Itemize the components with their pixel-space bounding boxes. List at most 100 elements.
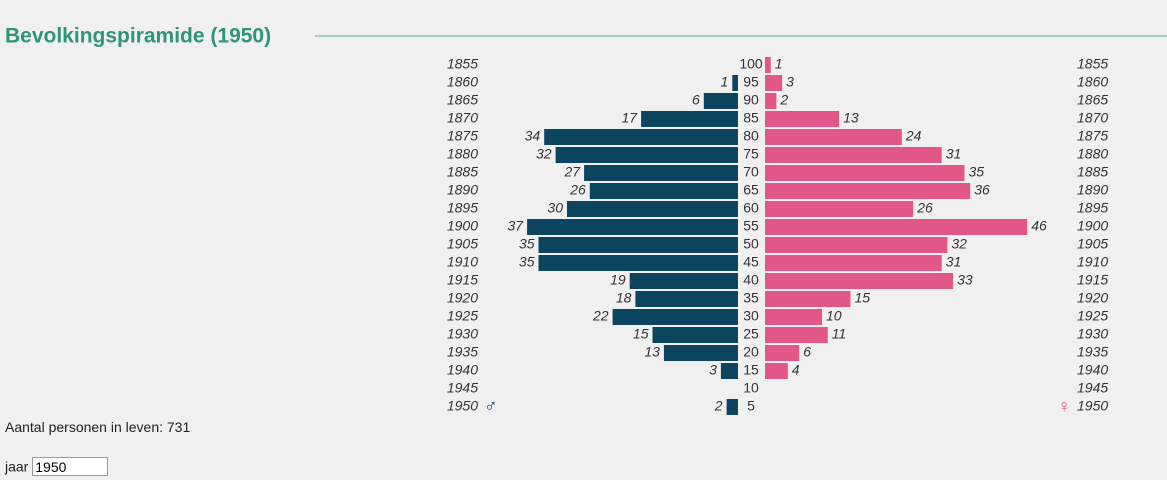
female-bar bbox=[765, 93, 777, 109]
summary-total: 731 bbox=[166, 419, 191, 435]
female-bar bbox=[765, 255, 942, 271]
female-bar bbox=[765, 219, 1028, 235]
birth-year-right: 1950 bbox=[1077, 398, 1108, 414]
female-bar bbox=[765, 165, 965, 181]
birth-year-left: 1855 bbox=[447, 56, 478, 72]
male-bar bbox=[732, 75, 738, 91]
male-value-label: 26 bbox=[569, 182, 586, 198]
chart-title: Bevolkingspiramide (1950) bbox=[5, 25, 271, 48]
female-value-label: 10 bbox=[826, 308, 842, 324]
male-value-label: 22 bbox=[592, 308, 609, 324]
male-value-label: 2 bbox=[714, 398, 723, 414]
age-label: 20 bbox=[743, 344, 759, 360]
birth-year-left: 1930 bbox=[447, 326, 478, 342]
female-bar bbox=[765, 111, 840, 127]
male-bar bbox=[584, 165, 738, 181]
male-value-label: 18 bbox=[616, 290, 632, 306]
female-bar bbox=[765, 237, 948, 253]
age-label: 25 bbox=[743, 326, 759, 342]
male-bar bbox=[567, 201, 738, 217]
birth-year-left: 1950 bbox=[447, 398, 478, 414]
female-bar bbox=[765, 309, 822, 325]
birth-year-left: 1895 bbox=[447, 200, 478, 216]
birth-year-right: 1945 bbox=[1077, 380, 1108, 396]
male-bar bbox=[612, 309, 738, 325]
male-value-label: 35 bbox=[519, 236, 535, 252]
age-label: 95 bbox=[743, 74, 759, 90]
male-bar bbox=[555, 147, 738, 163]
male-bar bbox=[703, 93, 738, 109]
birth-year-right: 1885 bbox=[1077, 164, 1108, 180]
birth-year-left: 1925 bbox=[447, 308, 478, 324]
male-value-label: 32 bbox=[536, 146, 552, 162]
birth-year-right: 1880 bbox=[1077, 146, 1108, 162]
age-label: 55 bbox=[743, 218, 759, 234]
birth-year-left: 1875 bbox=[447, 128, 478, 144]
birth-year-left: 1900 bbox=[447, 218, 478, 234]
male-bar bbox=[652, 327, 738, 343]
summary-label: Aantal personen in leven: bbox=[5, 419, 163, 435]
female-value-label: 33 bbox=[957, 272, 973, 288]
female-value-label: 26 bbox=[916, 200, 933, 216]
year-input[interactable] bbox=[32, 457, 109, 476]
female-bar bbox=[765, 183, 971, 199]
summary: Aantal personen in leven: 731 bbox=[5, 419, 190, 435]
female-value-label: 4 bbox=[792, 362, 800, 378]
year-label: jaar bbox=[5, 458, 29, 475]
female-bar bbox=[765, 201, 914, 217]
female-bar bbox=[765, 363, 788, 379]
birth-year-left: 1945 bbox=[447, 380, 478, 396]
male-bar bbox=[635, 291, 738, 307]
birth-year-left: 1935 bbox=[447, 344, 478, 360]
female-value-label: 46 bbox=[1031, 218, 1047, 234]
male-bar bbox=[538, 255, 738, 271]
male-value-label: 6 bbox=[692, 92, 700, 108]
birth-year-left: 1920 bbox=[447, 290, 478, 306]
birth-year-left: 1860 bbox=[447, 74, 478, 90]
age-label: 70 bbox=[743, 164, 759, 180]
birth-year-right: 1940 bbox=[1077, 362, 1108, 378]
female-value-label: 32 bbox=[951, 236, 967, 252]
birth-year-left: 1870 bbox=[447, 110, 478, 126]
age-label: 85 bbox=[743, 110, 759, 126]
female-bar bbox=[765, 345, 800, 361]
male-value-label: 27 bbox=[564, 164, 582, 180]
age-label: 45 bbox=[743, 254, 759, 270]
male-value-label: 30 bbox=[547, 200, 563, 216]
male-bar bbox=[538, 237, 738, 253]
birth-year-left: 1915 bbox=[447, 272, 478, 288]
male-value-label: 34 bbox=[525, 128, 541, 144]
birth-year-right: 1905 bbox=[1077, 236, 1108, 252]
female-value-label: 15 bbox=[855, 290, 871, 306]
female-value-label: 31 bbox=[946, 254, 962, 270]
birth-year-left: 1890 bbox=[447, 182, 478, 198]
age-label: 90 bbox=[743, 92, 759, 108]
male-bar bbox=[641, 111, 738, 127]
male-value-label: 17 bbox=[622, 110, 639, 126]
birth-year-right: 1890 bbox=[1077, 182, 1108, 198]
birth-year-left: 1910 bbox=[447, 254, 478, 270]
male-value-label: 3 bbox=[709, 362, 717, 378]
birth-year-left: 1885 bbox=[447, 164, 478, 180]
female-bar bbox=[765, 57, 771, 73]
age-label: 5 bbox=[747, 398, 755, 414]
female-value-label: 31 bbox=[946, 146, 962, 162]
age-label: 80 bbox=[743, 128, 759, 144]
birth-year-right: 1900 bbox=[1077, 218, 1108, 234]
age-label: 65 bbox=[743, 182, 759, 198]
female-bar bbox=[765, 147, 942, 163]
male-bar bbox=[527, 219, 738, 235]
birth-year-right: 1875 bbox=[1077, 128, 1108, 144]
legend-female: ♀ bbox=[1058, 396, 1072, 416]
female-value-label: 3 bbox=[786, 74, 794, 90]
male-bar bbox=[589, 183, 738, 199]
birth-year-right: 1855 bbox=[1077, 56, 1108, 72]
age-label: 50 bbox=[743, 236, 759, 252]
legend-male: ♂ bbox=[484, 396, 498, 416]
year-form: jaar bbox=[5, 457, 109, 476]
female-value-label: 13 bbox=[843, 110, 859, 126]
female-bar bbox=[765, 327, 828, 343]
female-value-label: 36 bbox=[974, 182, 990, 198]
age-label: 100 bbox=[739, 56, 763, 72]
